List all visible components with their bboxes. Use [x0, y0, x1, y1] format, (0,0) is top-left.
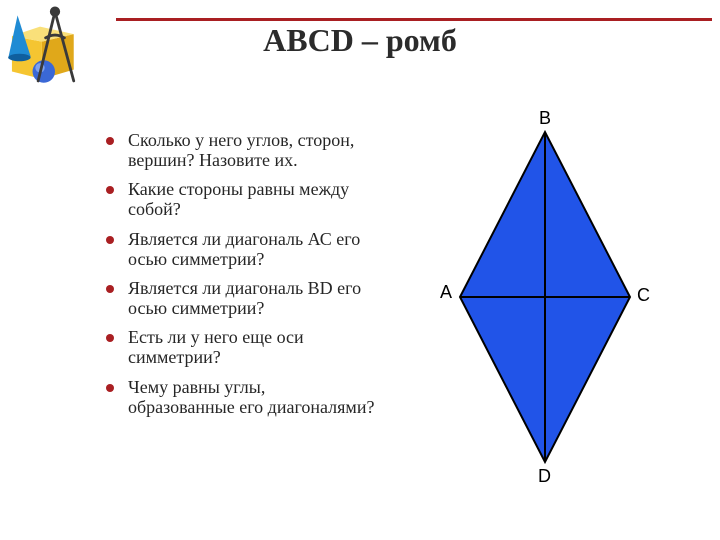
- vertex-label-d: D: [538, 466, 551, 487]
- question-list: Сколько у него углов, сторон, вершин? На…: [106, 130, 376, 426]
- header-red-line: [116, 18, 712, 21]
- vertex-label-c: С: [637, 285, 650, 306]
- rhombus-diagram: А В С D: [430, 122, 690, 522]
- list-item: Чему равны углы, образованные его диагон…: [106, 377, 376, 417]
- slide-content: Сколько у него углов, сторон, вершин? На…: [0, 130, 720, 530]
- slide-title: АВСD – ромб: [0, 22, 720, 59]
- list-item: Какие стороны равны между собой?: [106, 179, 376, 219]
- list-item: Есть ли у него еще оси симметрии?: [106, 327, 376, 367]
- list-item: Является ли диагональ BD его осью симмет…: [106, 278, 376, 318]
- vertex-label-a: А: [440, 282, 452, 303]
- list-item: Является ли диагональ АС его осью симмет…: [106, 229, 376, 269]
- vertex-label-b: В: [539, 108, 551, 129]
- list-item: Сколько у него углов, сторон, вершин? На…: [106, 130, 376, 170]
